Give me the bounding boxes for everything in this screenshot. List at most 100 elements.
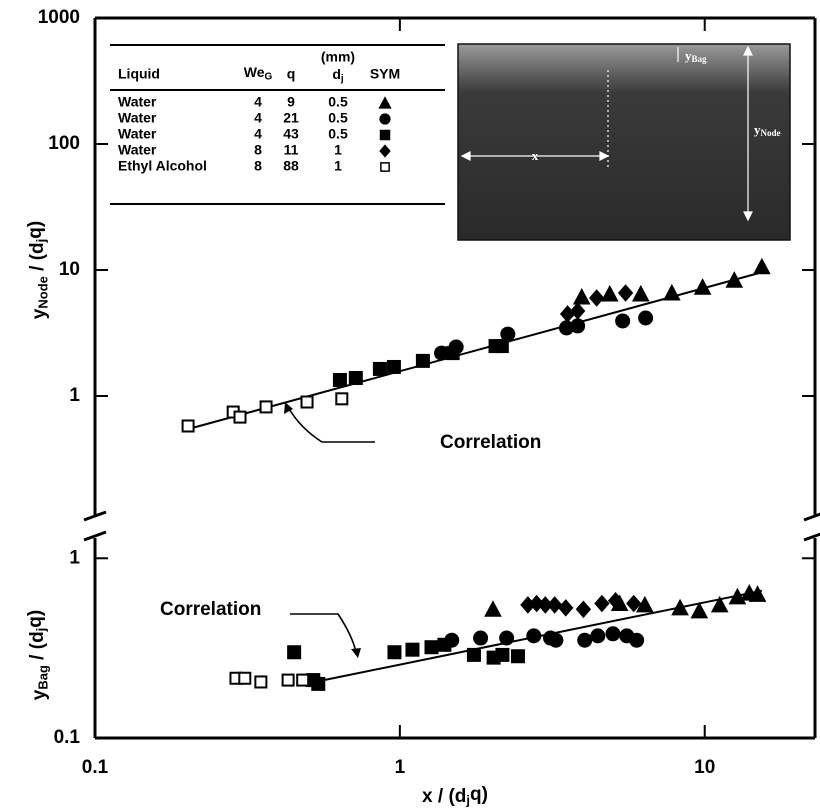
table-cell: 1 — [334, 158, 342, 174]
data-point — [386, 359, 401, 374]
data-point — [500, 326, 516, 342]
data-point — [311, 676, 326, 691]
data-point — [495, 647, 510, 662]
subscript: j — [34, 239, 49, 244]
subscript: Bag — [692, 54, 708, 64]
table-cell: 4 — [254, 110, 262, 126]
data-point — [181, 419, 195, 433]
label-part: q) — [470, 784, 488, 805]
data-point — [629, 632, 645, 648]
table-cell: Water — [118, 94, 157, 110]
table-cell: 0.5 — [328, 110, 348, 126]
label-part: / (d — [27, 242, 48, 276]
data-point — [753, 257, 771, 275]
data-point — [725, 271, 744, 288]
label-part: / (d — [27, 631, 48, 665]
subscript: j — [34, 628, 49, 633]
data-point — [437, 637, 452, 652]
label-part: q) — [25, 610, 46, 628]
data-point — [445, 346, 460, 361]
y-tick-label: 10 — [59, 259, 80, 280]
data-point — [473, 630, 489, 646]
table-cell: Water — [118, 110, 157, 126]
data-point — [233, 410, 247, 424]
data-point — [577, 632, 593, 648]
data-point — [617, 284, 634, 302]
label-part: We — [244, 64, 265, 80]
data-point — [693, 278, 712, 295]
data-point — [259, 400, 273, 414]
x-axis-label: x / (djq) — [422, 784, 488, 808]
x-tick-label: 0.1 — [82, 757, 109, 778]
legend-symbol — [379, 144, 391, 158]
data-point — [466, 647, 481, 662]
data-point — [332, 372, 347, 387]
label-part: d — [332, 66, 341, 82]
data-point — [570, 318, 586, 334]
data-point — [575, 600, 592, 619]
subscript: G — [264, 71, 272, 82]
inset-label: x — [532, 148, 539, 163]
table-cell: 4 — [254, 126, 262, 142]
table-cell: Water — [118, 142, 157, 158]
data-point — [638, 310, 654, 326]
y-axis-label: yNode / (djq) — [25, 221, 51, 319]
data-point — [526, 628, 542, 644]
annotation: Correlation — [160, 599, 261, 620]
table-header: q — [287, 66, 296, 82]
data-point — [558, 599, 574, 617]
data-point — [296, 673, 310, 687]
data-point — [631, 284, 650, 302]
data-point — [594, 594, 610, 613]
data-point — [710, 595, 729, 613]
table-header: Liquid — [118, 66, 160, 82]
data-point — [387, 645, 402, 660]
y-tick-label: 0.1 — [54, 727, 81, 748]
data-point — [484, 600, 502, 617]
data-point — [348, 370, 363, 385]
data-point — [415, 353, 430, 368]
data-point — [405, 642, 420, 657]
legend-symbol — [380, 162, 390, 172]
label-part: y — [29, 308, 50, 319]
y-tick-label: 1000 — [38, 7, 80, 28]
data-point — [690, 601, 709, 619]
table-cell: 21 — [283, 110, 299, 126]
inset-arrows — [460, 45, 753, 222]
data-point — [615, 313, 631, 329]
data-point — [748, 585, 767, 602]
data-point — [254, 675, 268, 689]
label-part: y — [754, 122, 761, 137]
subscript: Node — [36, 276, 51, 309]
label-part: x / (d — [422, 786, 466, 807]
x-tick-label: 1 — [395, 757, 406, 778]
inset-label: yNode — [754, 122, 781, 138]
data-point — [607, 592, 624, 610]
annotation-arrows — [287, 406, 375, 653]
data-point — [372, 361, 387, 376]
data-point — [569, 302, 586, 320]
data-point — [287, 645, 302, 660]
table-cell: 4 — [254, 94, 262, 110]
table-cell: Water — [118, 126, 157, 142]
label-part: y — [29, 689, 50, 700]
subscript: j — [340, 73, 344, 84]
table-cell: 8 — [254, 142, 262, 158]
inset-photo — [457, 43, 791, 241]
data-point — [335, 392, 349, 406]
data-point — [424, 640, 439, 655]
table-cell: 0.5 — [328, 126, 348, 142]
table-rules — [110, 44, 445, 205]
data-point — [605, 626, 621, 642]
data-point — [572, 287, 591, 305]
data-point — [671, 598, 689, 616]
y-tick-label: 100 — [48, 133, 80, 154]
data-point — [300, 395, 314, 409]
data-point — [281, 673, 295, 687]
label-part: q) — [25, 221, 46, 239]
arrowheads — [284, 402, 361, 658]
table-cell: 43 — [283, 126, 299, 142]
plot-frame — [83, 16, 820, 740]
x-tick-label: 10 — [694, 757, 715, 778]
data-point — [588, 289, 605, 307]
